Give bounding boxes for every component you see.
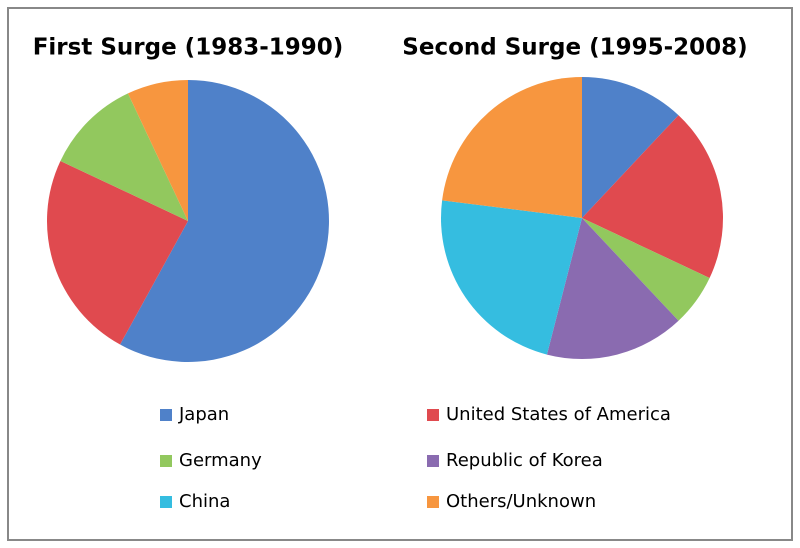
pie-slice (46, 160, 188, 345)
pie-slice (582, 115, 723, 279)
pie-slice (582, 218, 710, 321)
legend-swatch (427, 496, 439, 508)
legend-swatch (160, 409, 172, 421)
pie-slice (127, 80, 188, 221)
legend-label: United States of America (446, 404, 671, 425)
pie-slice (546, 218, 679, 359)
pie-slice (582, 77, 679, 218)
legend-swatch (160, 496, 172, 508)
pie-slice (120, 80, 330, 362)
legend-label: Others/Unknown (446, 491, 596, 512)
pie-slice (441, 200, 582, 355)
legend-swatch (160, 455, 172, 467)
legend-swatch (427, 409, 439, 421)
legend-label: Japan (178, 404, 229, 425)
legend-label: Germany (179, 450, 262, 471)
legend-label: China (179, 491, 230, 512)
pie-slice (60, 93, 188, 221)
pie-slice (442, 77, 582, 218)
chart-title: Second Surge (1995-2008) (402, 35, 747, 61)
chart-title: First Surge (1983-1990) (33, 35, 344, 61)
legend-label: Republic of Korea (446, 450, 603, 471)
legend-swatch (427, 455, 439, 467)
